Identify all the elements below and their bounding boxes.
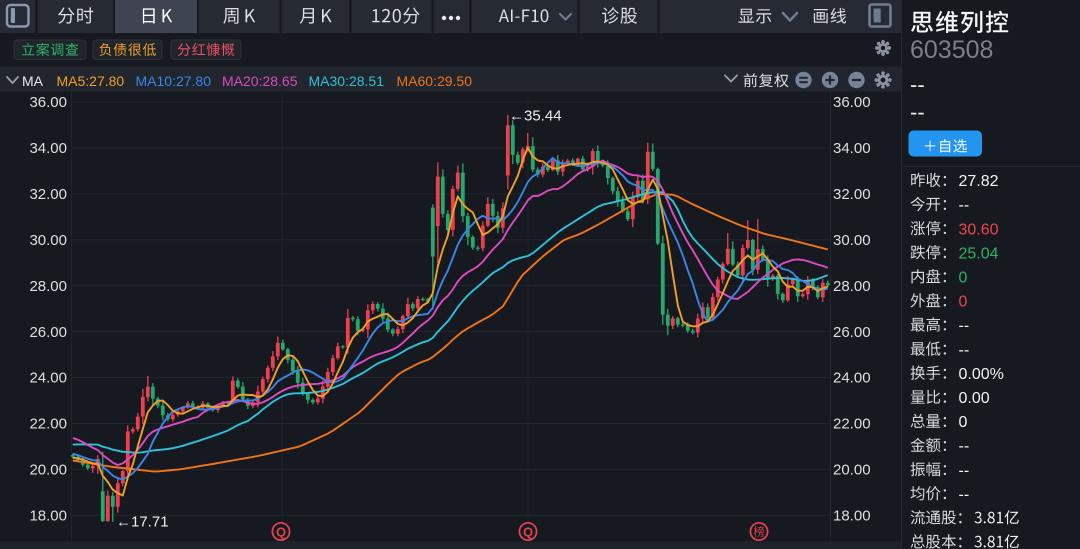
svg-text:25.04: 25.04	[959, 245, 999, 262]
svg-text:22.00: 22.00	[29, 416, 67, 433]
svg-text:0: 0	[959, 414, 968, 431]
svg-text:--: --	[959, 318, 970, 335]
svg-text:--: --	[959, 438, 970, 455]
svg-text:0.00%: 0.00%	[959, 366, 1004, 383]
svg-text:←35.44: ←35.44	[509, 107, 562, 124]
svg-text:18.00: 18.00	[833, 507, 871, 524]
svg-text:MA: MA	[22, 73, 44, 89]
svg-text:28.00: 28.00	[833, 278, 871, 295]
svg-text:32.00: 32.00	[29, 186, 67, 203]
svg-text:MA60:29.50: MA60:29.50	[397, 73, 473, 89]
svg-text:20.00: 20.00	[29, 462, 67, 479]
svg-text:--: --	[959, 342, 970, 359]
svg-text:0.00: 0.00	[959, 390, 990, 407]
svg-text:--: --	[959, 462, 970, 479]
svg-text:0: 0	[959, 270, 968, 287]
svg-text:32.00: 32.00	[833, 186, 871, 203]
svg-text:24.00: 24.00	[833, 370, 871, 387]
svg-text:22.00: 22.00	[833, 416, 871, 433]
svg-text:24.00: 24.00	[29, 370, 67, 387]
svg-text:--: --	[959, 197, 970, 214]
svg-text:0: 0	[959, 294, 968, 311]
svg-text:Q: Q	[276, 525, 286, 540]
svg-text:MA10:27.80: MA10:27.80	[136, 73, 212, 89]
svg-text:--: --	[910, 72, 925, 97]
svg-text:MA5:27.80: MA5:27.80	[57, 73, 125, 89]
svg-text:36.00: 36.00	[833, 94, 871, 111]
svg-text:20.00: 20.00	[833, 462, 871, 479]
svg-text:MA30:28.51: MA30:28.51	[309, 73, 385, 89]
svg-text:34.00: 34.00	[29, 140, 67, 157]
svg-text:←17.71: ←17.71	[116, 514, 169, 531]
svg-text:27.82: 27.82	[959, 173, 999, 190]
svg-text:--: --	[910, 100, 925, 125]
svg-text:28.00: 28.00	[29, 278, 67, 295]
svg-text:MA20:28.65: MA20:28.65	[222, 73, 298, 89]
svg-text:34.00: 34.00	[833, 140, 871, 157]
svg-text:26.00: 26.00	[29, 324, 67, 341]
svg-text:26.00: 26.00	[833, 324, 871, 341]
svg-text:Q: Q	[523, 525, 533, 540]
svg-text:30.00: 30.00	[833, 232, 871, 249]
svg-text:--: --	[959, 486, 970, 503]
svg-text:603508: 603508	[910, 36, 993, 64]
svg-text:18.00: 18.00	[29, 507, 67, 524]
svg-text:30.00: 30.00	[29, 232, 67, 249]
svg-text:30.60: 30.60	[959, 221, 999, 238]
svg-text:36.00: 36.00	[29, 94, 67, 111]
